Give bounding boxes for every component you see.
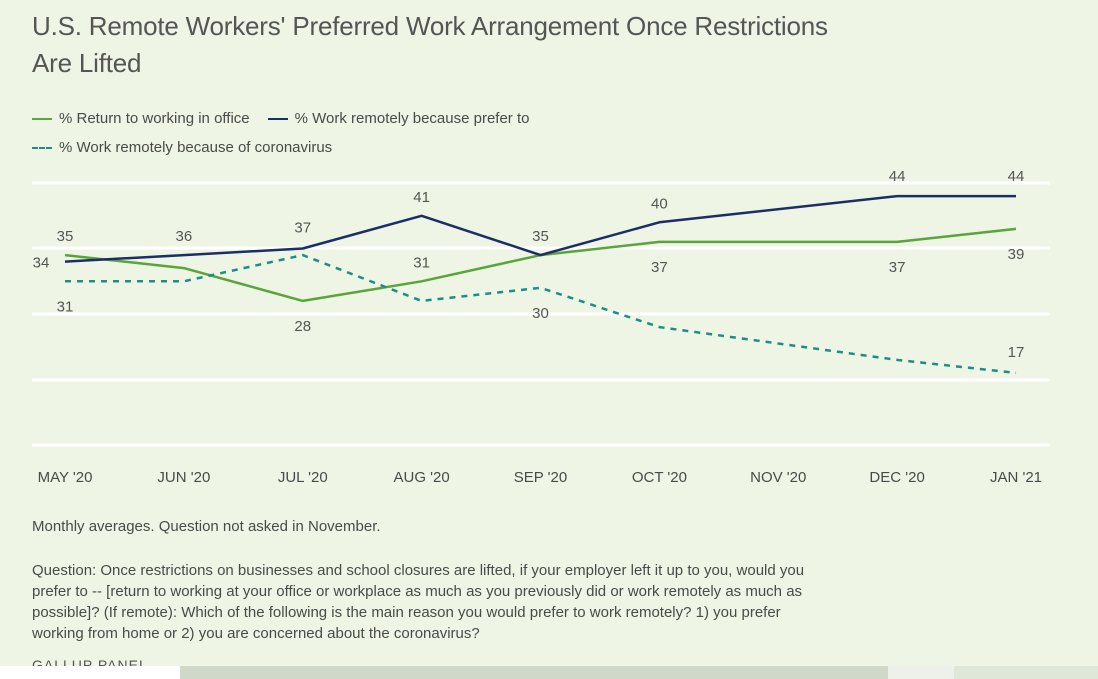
legend-label-corona: % Work remotely because of coronavirus	[59, 139, 333, 156]
legend-swatch-corona	[32, 146, 52, 149]
data-label-prefer: 35	[532, 228, 549, 245]
data-label-office: 37	[889, 259, 906, 276]
line-chart: MAY '20 JUN '20 JUL '20 AUG '20 SEP '20 OCT '…	[32, 168, 1050, 486]
data-label-prefer: 40	[651, 195, 668, 212]
x-tick-label: NOV '20	[750, 469, 806, 486]
legend-item-prefer: % Work remotely because prefer to	[267, 110, 530, 127]
legend-row-2: % Work remotely because of coronavirus	[32, 139, 350, 156]
x-tick-label: AUG '20	[394, 469, 450, 486]
question-text: Question: Once restrictions on businesse…	[32, 562, 805, 642]
x-tick-label: DEC '20	[869, 469, 924, 486]
legend-swatch-office	[32, 117, 52, 120]
legend-swatch-prefer	[267, 117, 288, 120]
scrollbar-thumb[interactable]	[180, 666, 888, 679]
x-tick-label: MAY '20	[38, 469, 93, 486]
x-tick-label: SEP '20	[514, 469, 567, 486]
data-label-office: 28	[294, 318, 311, 335]
x-tick-label: OCT '20	[632, 469, 687, 486]
data-label-office: 35	[57, 228, 74, 245]
legend-label-office: % Return to working in office	[59, 110, 250, 127]
series-line-prefer	[64, 194, 1016, 263]
legend-item-corona: % Work remotely because of coronavirus	[32, 139, 332, 156]
data-label-prefer: 37	[294, 220, 311, 237]
legend-label-prefer: % Work remotely because prefer to	[294, 110, 530, 127]
chart-title: U.S. Remote Workers' Preferred Work Arra…	[32, 11, 828, 78]
scrollbar-right-segment	[888, 666, 954, 679]
data-label-prefer: 44	[889, 168, 906, 185]
data-label-corona: 17	[1008, 344, 1025, 361]
legend-row-1: % Return to working in office % Work rem…	[32, 110, 547, 127]
legend-item-office: % Return to working in office	[32, 110, 250, 127]
data-label-office: 37	[651, 259, 668, 276]
data-label-office: 39	[1008, 246, 1025, 263]
data-label-prefer: 34	[33, 255, 50, 272]
x-tick-label: JUN '20	[157, 469, 210, 486]
footnote: Monthly averages. Question not asked in …	[32, 518, 381, 535]
data-label-prefer: 36	[176, 228, 193, 245]
data-label-prefer: 44	[1008, 168, 1025, 185]
data-label-corona: 30	[532, 305, 549, 322]
bottom-scrollbar[interactable]	[0, 666, 1098, 679]
x-tick-label: JUL '20	[278, 469, 328, 486]
scrollbar-left-segment	[0, 666, 180, 679]
data-label-prefer: 41	[413, 189, 430, 206]
data-label-office: 31	[413, 254, 430, 271]
x-tick-label: JAN '21	[990, 469, 1042, 486]
data-label-corona: 31	[57, 298, 74, 315]
series-line-office	[64, 227, 1017, 303]
